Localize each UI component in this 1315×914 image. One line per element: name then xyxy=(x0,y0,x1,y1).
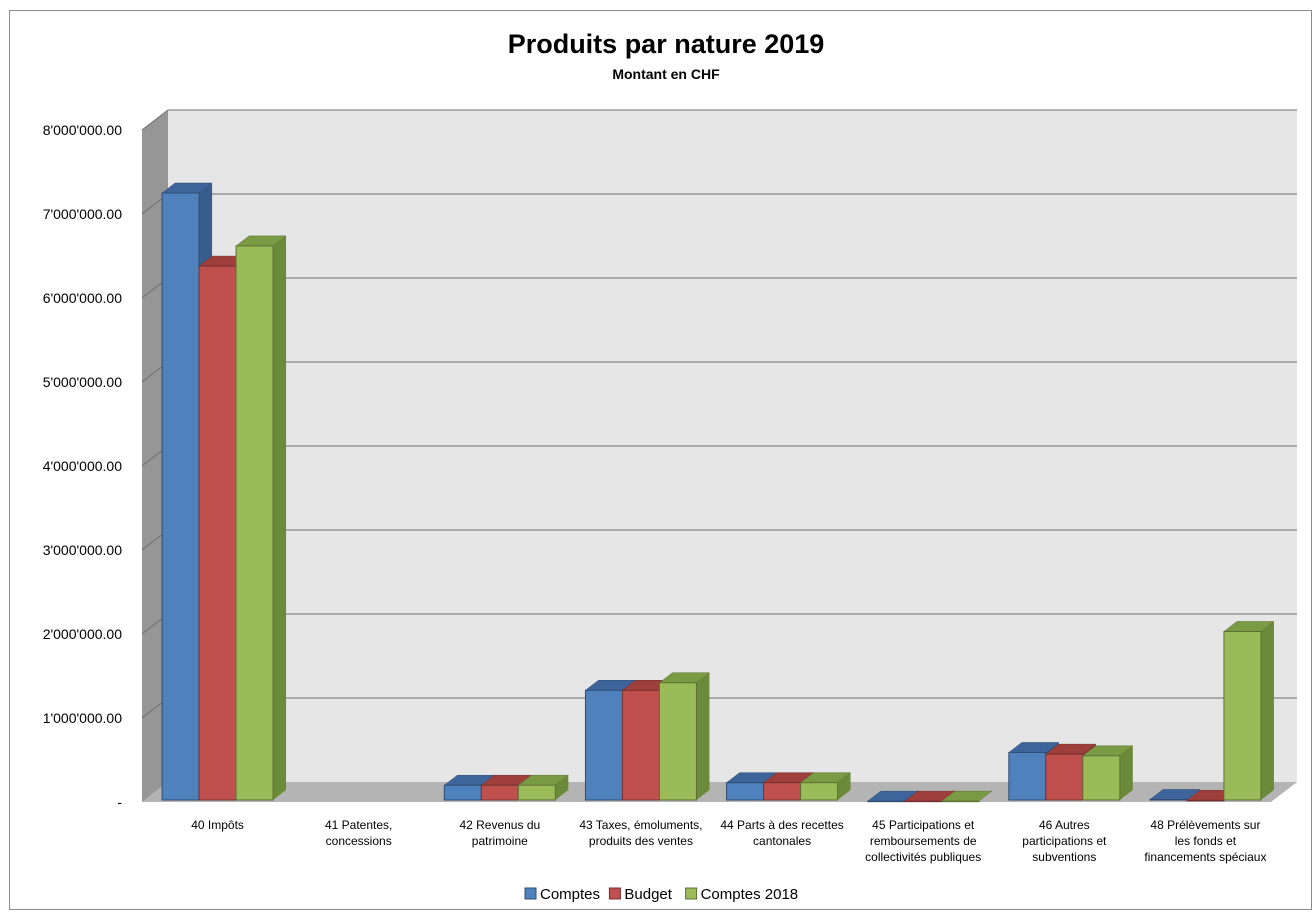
y-tick-label: 4'000'000.00 xyxy=(43,458,123,474)
legend-swatch xyxy=(524,887,537,900)
chart-subtitle: Montant en CHF xyxy=(612,66,720,82)
bar xyxy=(1082,755,1121,801)
legend-label: Budget xyxy=(624,886,672,903)
y-tick-label: 8'000'000.00 xyxy=(43,122,123,138)
bar-side xyxy=(1260,621,1274,800)
legend-swatch xyxy=(685,887,698,900)
x-tick-label: 40 Impôts xyxy=(191,818,244,832)
x-tick-label: 41 Patentes, concessions xyxy=(325,818,392,848)
bar-side xyxy=(273,235,287,801)
bar xyxy=(941,800,980,803)
x-tick-label: 48 Prélèvements sur les fonds et financeme… xyxy=(1144,818,1266,864)
y-tick-label: 5'000'000.00 xyxy=(43,374,123,390)
bar xyxy=(1186,799,1225,802)
bar xyxy=(517,784,556,801)
y-tick-label: 6'000'000.00 xyxy=(43,290,123,306)
bar-side xyxy=(696,672,710,800)
bar xyxy=(443,784,482,801)
plot-floor xyxy=(142,782,1297,802)
x-tick-label: 45 Participations et remboursements de col… xyxy=(865,818,981,864)
x-tick-label: 43 Taxes, émoluments, produits des ventes xyxy=(579,818,702,848)
bar xyxy=(1223,630,1262,801)
bar xyxy=(198,265,237,801)
bar xyxy=(904,800,943,803)
bar xyxy=(658,682,697,801)
bar xyxy=(161,192,200,801)
y-tick-label: 1'000'000.00 xyxy=(43,710,123,726)
y-tick-label: 7'000'000.00 xyxy=(43,206,123,222)
y-tick-label: 2'000'000.00 xyxy=(43,626,123,642)
gridline-side xyxy=(141,109,169,131)
x-tick-label: 42 Revenus du patrimoine xyxy=(459,818,540,848)
bar-side xyxy=(1119,745,1133,800)
bar xyxy=(480,784,519,801)
y-tick-label: 3'000'000.00 xyxy=(43,542,123,558)
bar xyxy=(235,245,274,801)
bar xyxy=(800,782,839,801)
bar xyxy=(621,689,660,801)
legend-label: Comptes 2018 xyxy=(701,886,799,903)
bar-side xyxy=(837,772,851,800)
legend-label: Comptes xyxy=(540,886,600,903)
bar xyxy=(584,689,623,801)
bar-side xyxy=(555,775,569,800)
chart-title: Produits par nature 2019 xyxy=(508,29,825,59)
bar xyxy=(1149,798,1188,801)
bar xyxy=(763,782,802,801)
legend: Comptes Budget Comptes 2018 xyxy=(524,886,799,903)
x-tick-label: 44 Parts à des recettes cantonales xyxy=(720,818,843,848)
bar xyxy=(1045,753,1084,801)
bar xyxy=(867,800,906,803)
legend-swatch xyxy=(608,887,621,900)
bar xyxy=(1008,751,1047,801)
bar xyxy=(726,782,765,801)
x-tick-label: 46 Autres participations et subventions xyxy=(1022,818,1107,864)
y-tick-label: - xyxy=(117,794,122,810)
